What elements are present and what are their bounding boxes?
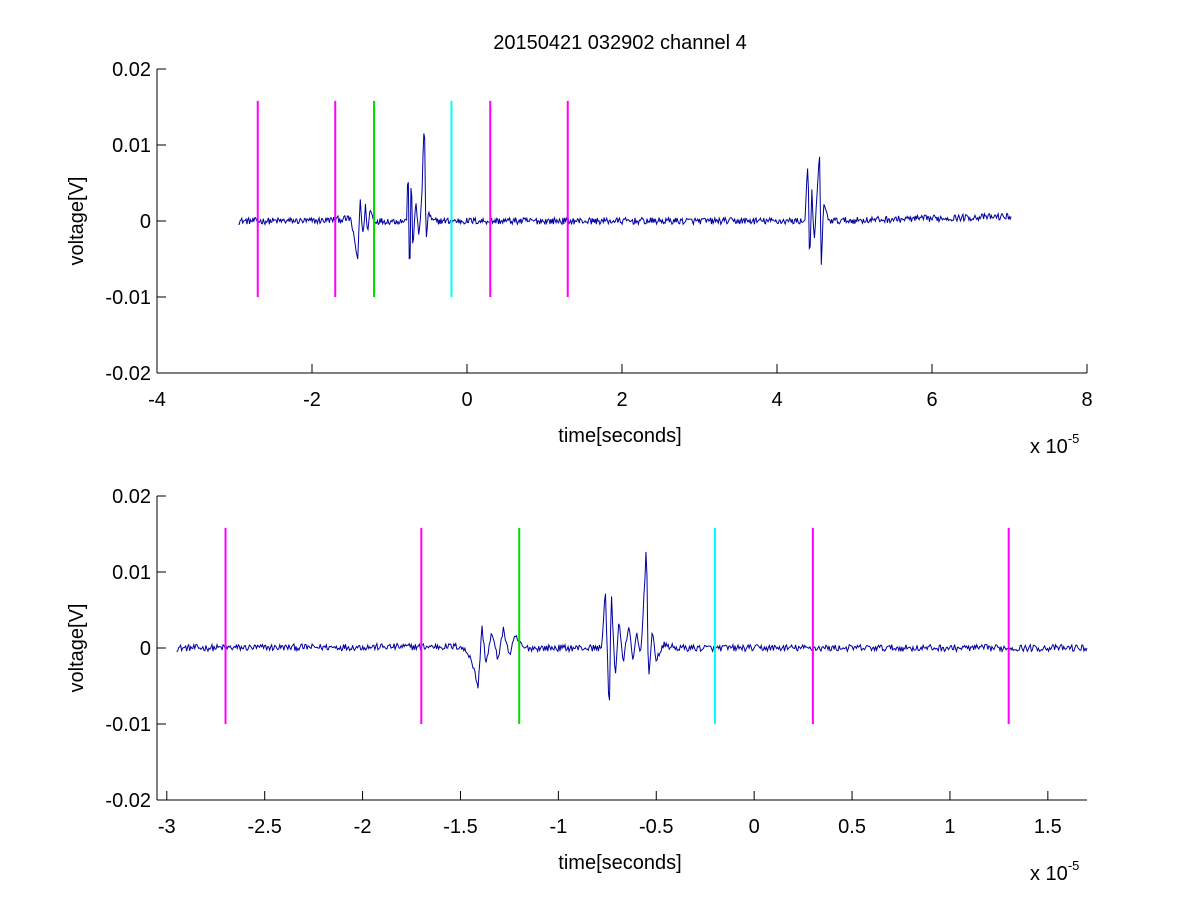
- y-tick-label: -0.02: [105, 790, 151, 812]
- y-tick-label: 0: [140, 211, 151, 233]
- x-tick-label: -2: [354, 816, 372, 838]
- x-tick-label: 0: [461, 389, 472, 411]
- x-axis-label: time[seconds]: [558, 425, 681, 447]
- chart-title: 20150421 032902 channel 4: [493, 32, 747, 54]
- x-tick-label: -0.5: [639, 816, 673, 838]
- x-tick-label: 8: [1081, 389, 1092, 411]
- x-tick-label: 4: [771, 389, 782, 411]
- y-axis-label: voltage[V]: [66, 177, 88, 266]
- x-tick-label: -1.5: [443, 816, 477, 838]
- x-exponent-label: x 10-5: [1030, 858, 1079, 885]
- y-tick-label: -0.01: [105, 287, 151, 309]
- x-tick-label: 1.5: [1034, 816, 1062, 838]
- x-tick-label: 0: [749, 816, 760, 838]
- signal-trace: [238, 133, 1012, 265]
- top-subplot: -0.02 -0.01 0 0.01 0.02 -4 -2 0 2 4 6 8 time[seconds…: [66, 59, 1093, 458]
- y-tick-label: 0.02: [112, 59, 151, 81]
- y-tick-label: 0: [140, 638, 151, 660]
- x-exponent-label: x 10-5: [1030, 431, 1079, 458]
- x-exponent-base: x 10: [1030, 436, 1068, 458]
- y-tick-label: 0.02: [112, 486, 151, 508]
- x-tick-label: -3: [158, 816, 176, 838]
- y-tick-label: -0.02: [105, 363, 151, 385]
- signal-trace: [176, 551, 1088, 701]
- x-tick-label: 2: [616, 389, 627, 411]
- x-exponent-base: x 10: [1030, 863, 1068, 885]
- x-tick-label: -2.5: [247, 816, 281, 838]
- x-tick-label: 6: [926, 389, 937, 411]
- x-tick-label: -4: [148, 389, 166, 411]
- y-axis-label: voltage[V]: [66, 604, 88, 693]
- x-exponent-power: -5: [1068, 858, 1080, 873]
- y-tick-label: 0.01: [112, 135, 151, 157]
- x-tick-label: -1: [549, 816, 567, 838]
- x-tick-label: 0.5: [838, 816, 866, 838]
- y-tick-label: -0.01: [105, 714, 151, 736]
- x-axis-label: time[seconds]: [558, 852, 681, 874]
- x-tick-label: -2: [303, 389, 321, 411]
- bottom-subplot: -0.02 -0.01 0 0.01 0.02 -3 -2.5 -2 -1.5 -1 -0.5 0 0.…: [66, 486, 1088, 885]
- x-exponent-power: -5: [1068, 431, 1080, 446]
- x-tick-label: 1: [944, 816, 955, 838]
- y-tick-label: 0.01: [112, 562, 151, 584]
